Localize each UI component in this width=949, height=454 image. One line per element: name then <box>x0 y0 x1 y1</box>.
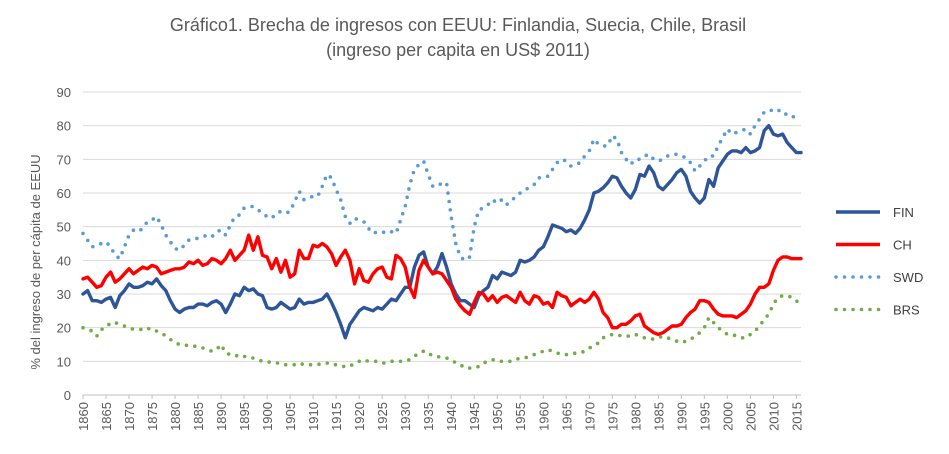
x-tick-label: 2015 <box>789 402 804 431</box>
x-tick-label: 1930 <box>398 402 413 431</box>
y-tick-label: 90 <box>57 85 71 100</box>
legend-label-fin: FIN <box>893 205 914 220</box>
y-tick-label: 60 <box>57 186 71 201</box>
x-tick-label: 1945 <box>467 402 482 431</box>
series-layer <box>81 106 803 370</box>
x-tick-label: 1955 <box>513 402 528 431</box>
x-tick-label: 1970 <box>582 402 597 431</box>
y-tick-label: 30 <box>57 287 71 302</box>
x-tick-label: 2005 <box>743 402 758 431</box>
x-tick-label: 1965 <box>559 402 574 431</box>
y-tick-label: 20 <box>57 321 71 336</box>
x-tick-label: 1985 <box>651 402 666 431</box>
x-tick-label: 1910 <box>306 402 321 431</box>
y-tick-label: 0 <box>64 388 71 403</box>
x-tick-label: 1875 <box>145 402 160 431</box>
x-tick-label: 1925 <box>375 402 390 431</box>
x-tick-label: 1950 <box>490 402 505 431</box>
legend: FIN CH SWD BRS <box>834 205 923 318</box>
x-tick-label: 2000 <box>720 402 735 431</box>
x-tick-label: 1880 <box>168 402 183 431</box>
x-tick-label: 1895 <box>237 402 252 431</box>
y-tick-label: 10 <box>57 354 71 369</box>
x-tick-label: 1860 <box>76 402 91 431</box>
x-tick-label: 1975 <box>605 402 620 431</box>
chart-title: Gráfico1. Brecha de ingresos con EEUU: F… <box>170 15 746 35</box>
x-tick-label: 1960 <box>536 402 551 431</box>
y-tick-label: 70 <box>57 152 71 167</box>
x-tick-label: 1865 <box>99 402 114 431</box>
x-tick-label: 1900 <box>260 402 275 431</box>
chart-subtitle: (ingreso per capita en US$ 2011) <box>326 40 590 60</box>
x-tick-label: 2010 <box>766 402 781 431</box>
x-tick-label: 1935 <box>421 402 436 431</box>
x-tick-label: 1990 <box>674 402 689 431</box>
x-tick-label: 1885 <box>191 402 206 431</box>
legend-label-ch: CH <box>893 238 912 253</box>
y-tick-label: 50 <box>57 220 71 235</box>
legend-label-brs: BRS <box>893 303 920 318</box>
y-axis-title: % del ingreso de per cápita de EEUU <box>28 154 43 369</box>
y-tick-label: 80 <box>57 119 71 134</box>
series-line-ch <box>81 233 803 337</box>
legend-label-swd: SWD <box>893 270 923 285</box>
x-axis-tick-labels: 1860 1865 1870 1875 1880 1885 1890 1895 1900 1905… <box>76 395 804 431</box>
series-line-brs <box>81 293 803 370</box>
y-axis-tick-labels: 0 10 20 30 40 50 60 70 80 90 <box>57 85 71 403</box>
x-tick-label: 1980 <box>628 402 643 431</box>
y-tick-label: 40 <box>57 253 71 268</box>
gridlines <box>83 91 801 396</box>
x-tick-label: 1870 <box>122 402 137 431</box>
x-tick-label: 1940 <box>444 402 459 431</box>
x-tick-label: 1995 <box>697 402 712 431</box>
series-line-fin <box>81 124 803 340</box>
x-tick-label: 1890 <box>214 402 229 431</box>
x-tick-label: 1920 <box>352 402 367 431</box>
x-tick-label: 1915 <box>329 402 344 431</box>
x-tick-label: 1905 <box>283 402 298 431</box>
